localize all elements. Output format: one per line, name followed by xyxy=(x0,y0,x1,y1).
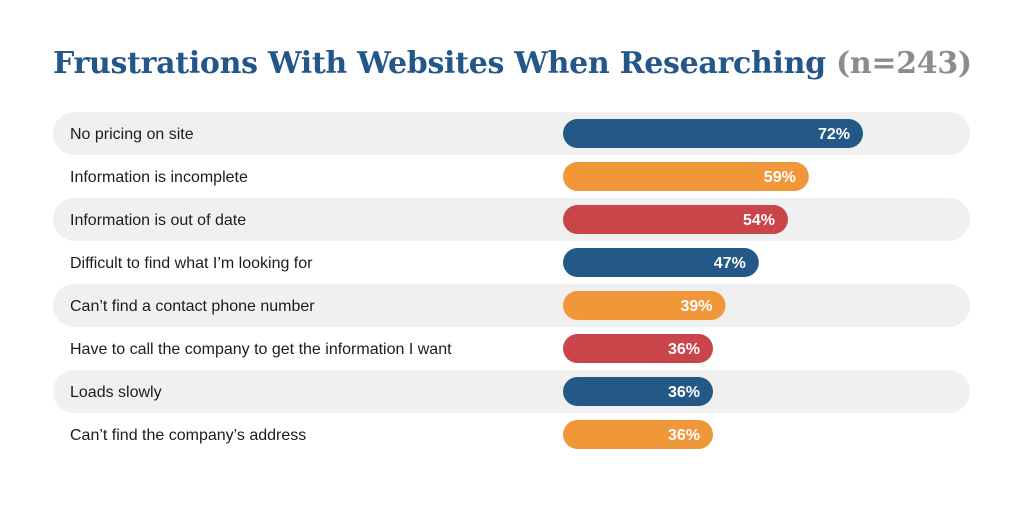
chart-row: Can’t find the company’s address 36% xyxy=(70,420,713,449)
value-label: 72% xyxy=(818,126,850,143)
category-label: No pricing on site xyxy=(70,126,194,143)
category-label: Can’t find a contact phone number xyxy=(70,298,315,315)
bar xyxy=(563,248,759,277)
value-label: 47% xyxy=(714,255,746,272)
value-label: 36% xyxy=(668,384,700,401)
bar xyxy=(563,291,726,320)
chart-row: Information is incomplete 59% xyxy=(70,162,809,191)
bar xyxy=(563,420,713,449)
row-stripe xyxy=(53,284,970,327)
row-stripe xyxy=(53,370,970,413)
value-label: 36% xyxy=(668,427,700,444)
chart-title-text: Frustrations With Websites When Research… xyxy=(53,46,826,81)
sample-size: (n=243) xyxy=(835,46,972,81)
value-label: 59% xyxy=(764,169,796,186)
category-label: Can’t find the company’s address xyxy=(70,427,306,444)
chart-row: Information is out of date 54% xyxy=(53,198,970,241)
chart-row: Have to call the company to get the info… xyxy=(70,334,713,363)
value-label: 39% xyxy=(680,298,712,315)
bar xyxy=(563,334,713,363)
category-label: Information is incomplete xyxy=(70,169,248,186)
category-label: Have to call the company to get the info… xyxy=(70,341,452,358)
chart-row: Difficult to find what I’m looking for 47… xyxy=(70,248,759,277)
bar xyxy=(563,205,788,234)
category-label: Difficult to find what I’m looking for xyxy=(70,255,313,272)
chart-row: Loads slowly 36% xyxy=(53,370,970,413)
value-label: 36% xyxy=(668,341,700,358)
bar xyxy=(563,119,863,148)
category-label: Information is out of date xyxy=(70,212,246,229)
chart-title: Frustrations With Websites When Research… xyxy=(53,46,972,81)
chart-row: Can’t find a contact phone number 39% xyxy=(53,284,970,327)
value-label: 54% xyxy=(743,212,775,229)
category-label: Loads slowly xyxy=(70,384,162,401)
bar xyxy=(563,377,713,406)
chart-row: No pricing on site 72% xyxy=(53,112,970,155)
bar xyxy=(563,162,809,191)
